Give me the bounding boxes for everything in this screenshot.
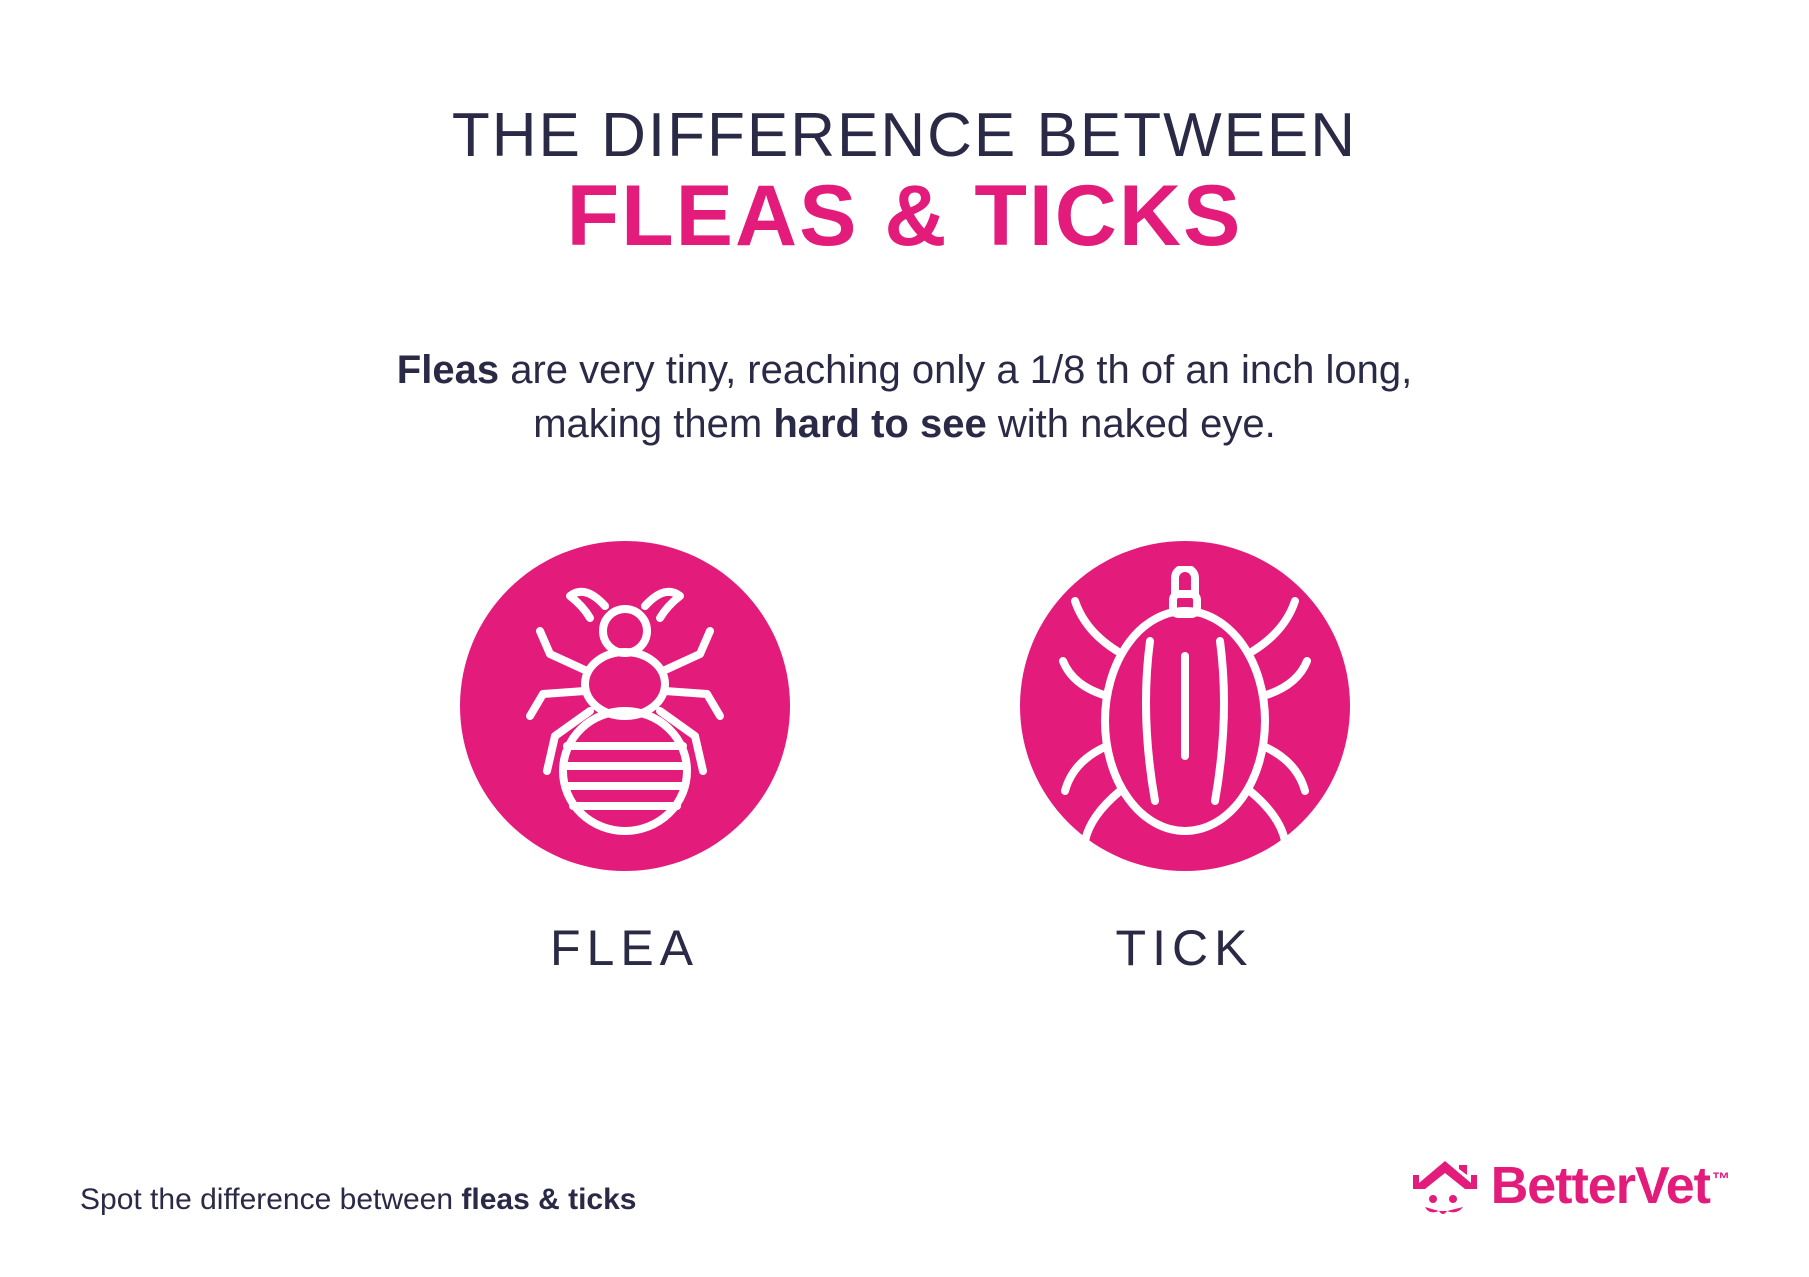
footer-text-bold: fleas & ticks — [461, 1183, 636, 1216]
flea-label: FLEA — [550, 919, 699, 977]
icons-row: FLEA — [0, 541, 1809, 977]
tick-circle — [1020, 541, 1350, 871]
tick-label: TICK — [1116, 919, 1254, 977]
dotted-divider: ........................................… — [255, 293, 1555, 301]
desc-part-2: are very tiny, reaching only a 1/8 th of… — [499, 348, 1412, 392]
tick-icon — [1055, 566, 1315, 846]
title-line-1: THE DIFFERENCE BETWEEN — [0, 100, 1809, 171]
title-line-2: FLEAS & TICKS — [0, 171, 1809, 261]
header: THE DIFFERENCE BETWEEN FLEAS & TICKS ...… — [0, 0, 1809, 451]
footer-text-1: Spot the difference between — [80, 1183, 461, 1216]
desc-bold-1: Fleas — [397, 348, 499, 392]
desc-part-5: with naked eye. — [987, 402, 1276, 446]
logo-name: BetterVet — [1491, 1157, 1710, 1215]
brand-logo: BetterVet™ — [1409, 1155, 1729, 1217]
logo-text: BetterVet™ — [1491, 1156, 1729, 1216]
desc-part-3: making them — [533, 402, 773, 446]
description-text: Fleas are very tiny, reaching only a 1/8… — [0, 343, 1809, 451]
flea-circle — [460, 541, 790, 871]
flea-block: FLEA — [460, 541, 790, 977]
footer: Spot the difference between fleas & tick… — [80, 1155, 1729, 1217]
desc-bold-2: hard to see — [773, 402, 986, 446]
tick-block: TICK — [1020, 541, 1350, 977]
logo-icon — [1409, 1155, 1481, 1217]
logo-tm: ™ — [1712, 1169, 1729, 1189]
footer-caption: Spot the difference between fleas & tick… — [80, 1183, 636, 1217]
flea-icon — [515, 576, 735, 836]
